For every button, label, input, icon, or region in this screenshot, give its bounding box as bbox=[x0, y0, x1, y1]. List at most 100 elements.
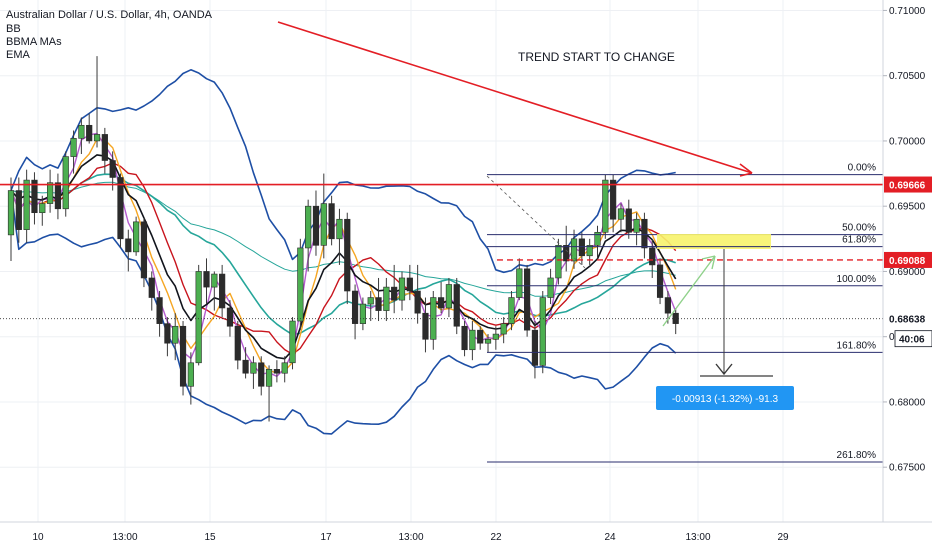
price-tick-label: 0.68000 bbox=[889, 397, 926, 408]
candle-body bbox=[500, 323, 507, 335]
fib-trend-line bbox=[486, 175, 586, 269]
candle-body bbox=[375, 297, 382, 311]
price-tick-label: 0.70500 bbox=[889, 71, 926, 82]
candle-body bbox=[86, 124, 93, 142]
candle-body bbox=[367, 297, 374, 305]
candle-body bbox=[484, 338, 492, 344]
candle-body bbox=[78, 124, 85, 139]
time-tick-label: 24 bbox=[604, 532, 616, 543]
time-tick-label: 13:00 bbox=[112, 532, 137, 543]
candle-body bbox=[531, 329, 539, 366]
candles bbox=[7, 56, 679, 422]
candle-body bbox=[125, 238, 132, 253]
candle-body bbox=[359, 303, 367, 324]
candle-body bbox=[15, 190, 22, 230]
candle-body bbox=[656, 264, 664, 298]
price-badge-level-1[interactable] bbox=[884, 176, 932, 193]
price-tick-label: 0.69000 bbox=[889, 267, 926, 278]
time-axis-bg bbox=[0, 522, 932, 550]
price-badge-level-1-text: 0.69666 bbox=[889, 181, 926, 192]
orange-ma-line bbox=[10, 138, 677, 374]
price-axis-bg bbox=[883, 0, 932, 550]
indicator-bb-label[interactable]: BB bbox=[6, 23, 21, 35]
candle-body bbox=[602, 179, 609, 233]
time-tick-label: 15 bbox=[204, 532, 216, 543]
symbol-title: Australian Dollar / U.S. Dollar, 4h, OAN… bbox=[6, 9, 213, 21]
candle-body bbox=[39, 203, 46, 214]
trend-annotation[interactable]: TREND START TO CHANGE bbox=[518, 50, 675, 64]
candle-body bbox=[625, 208, 632, 233]
candle-body bbox=[344, 218, 351, 292]
candle-body bbox=[477, 329, 484, 344]
candle-body bbox=[164, 323, 171, 344]
time-tick-label: 29 bbox=[777, 532, 789, 543]
red-ma-line bbox=[10, 162, 677, 355]
time-tick-label: 13:00 bbox=[685, 532, 710, 543]
price-badge-current[interactable] bbox=[884, 310, 932, 327]
candle-body bbox=[539, 297, 546, 366]
candle-body bbox=[430, 297, 437, 340]
fib-label: 161.80% bbox=[837, 340, 877, 351]
trend-arrow-head bbox=[739, 163, 753, 177]
candle-body bbox=[203, 271, 210, 288]
projection-arrow[interactable] bbox=[662, 255, 716, 327]
candle-body bbox=[273, 369, 280, 374]
candle-body bbox=[563, 245, 570, 262]
candle-body bbox=[23, 179, 30, 230]
grid bbox=[0, 0, 883, 522]
price-badge-level-2[interactable] bbox=[884, 251, 932, 268]
candle-body bbox=[31, 179, 38, 214]
fib-retracement[interactable]: 0.00% 50.00%61.80% 100.00% 161.80% 261.80% bbox=[486, 163, 883, 463]
projection-arrow-head bbox=[701, 255, 716, 270]
countdown-text: 40:06 bbox=[899, 335, 925, 346]
measure-label: -0.00913 (-1.32%) -91.3 bbox=[672, 394, 779, 405]
candle-body bbox=[265, 369, 273, 387]
time-tick-label: 13:00 bbox=[398, 532, 423, 543]
candle-body bbox=[391, 286, 398, 301]
candle-body bbox=[633, 218, 640, 233]
drawings[interactable]: -0.00913 (-1.32%) -91.3 bbox=[0, 21, 883, 410]
candle-body bbox=[156, 297, 163, 324]
trend-arrow[interactable] bbox=[277, 21, 753, 174]
candle-body bbox=[148, 277, 155, 298]
fib-label: 61.80% bbox=[842, 235, 876, 246]
time-tick-label: 10 bbox=[32, 532, 44, 543]
candle-body bbox=[172, 325, 179, 344]
candle-body bbox=[508, 297, 515, 324]
candle-body bbox=[578, 238, 585, 257]
candle-body bbox=[445, 284, 453, 309]
candle-body bbox=[46, 182, 54, 204]
candle-body bbox=[516, 268, 523, 298]
candle-body bbox=[594, 231, 601, 246]
candle-body bbox=[305, 205, 312, 249]
indicator-ema-label[interactable]: EMA bbox=[6, 49, 30, 61]
bb-lower-band bbox=[10, 190, 677, 435]
measure-arrow-head bbox=[715, 363, 733, 376]
candle-body bbox=[555, 245, 562, 279]
measure-badge[interactable] bbox=[656, 386, 794, 410]
candle-body bbox=[250, 362, 257, 374]
time-axis[interactable]: 10 13:00 15 17 13:00 22 24 13:00 29 bbox=[0, 521, 932, 550]
fib-label: 100.00% bbox=[837, 274, 877, 285]
candle-body bbox=[641, 218, 648, 249]
candle-body bbox=[461, 325, 468, 351]
price-badge-level-2-text: 0.69088 bbox=[889, 256, 926, 267]
candle-body bbox=[320, 203, 327, 246]
candle-body bbox=[117, 177, 124, 240]
candle-body bbox=[187, 362, 194, 387]
countdown-badge bbox=[894, 330, 932, 348]
target-zone[interactable] bbox=[657, 234, 771, 249]
candle-body bbox=[351, 290, 359, 324]
candle-body bbox=[281, 362, 288, 374]
candle-body bbox=[195, 271, 202, 364]
candle-body bbox=[258, 362, 265, 387]
price-tick-label: 0.69500 bbox=[889, 202, 926, 213]
indicator-bbma-label[interactable]: BBMA MAs bbox=[6, 36, 62, 48]
price-axis[interactable]: 0.71000 0.70500 0.70000 0.69500 0.69000 0 0.68… bbox=[882, 0, 932, 550]
candle-body bbox=[54, 182, 62, 210]
candle-body bbox=[383, 286, 390, 311]
candle-body bbox=[524, 268, 531, 331]
time-tick-label: 22 bbox=[490, 532, 502, 543]
candle-body bbox=[226, 307, 234, 327]
